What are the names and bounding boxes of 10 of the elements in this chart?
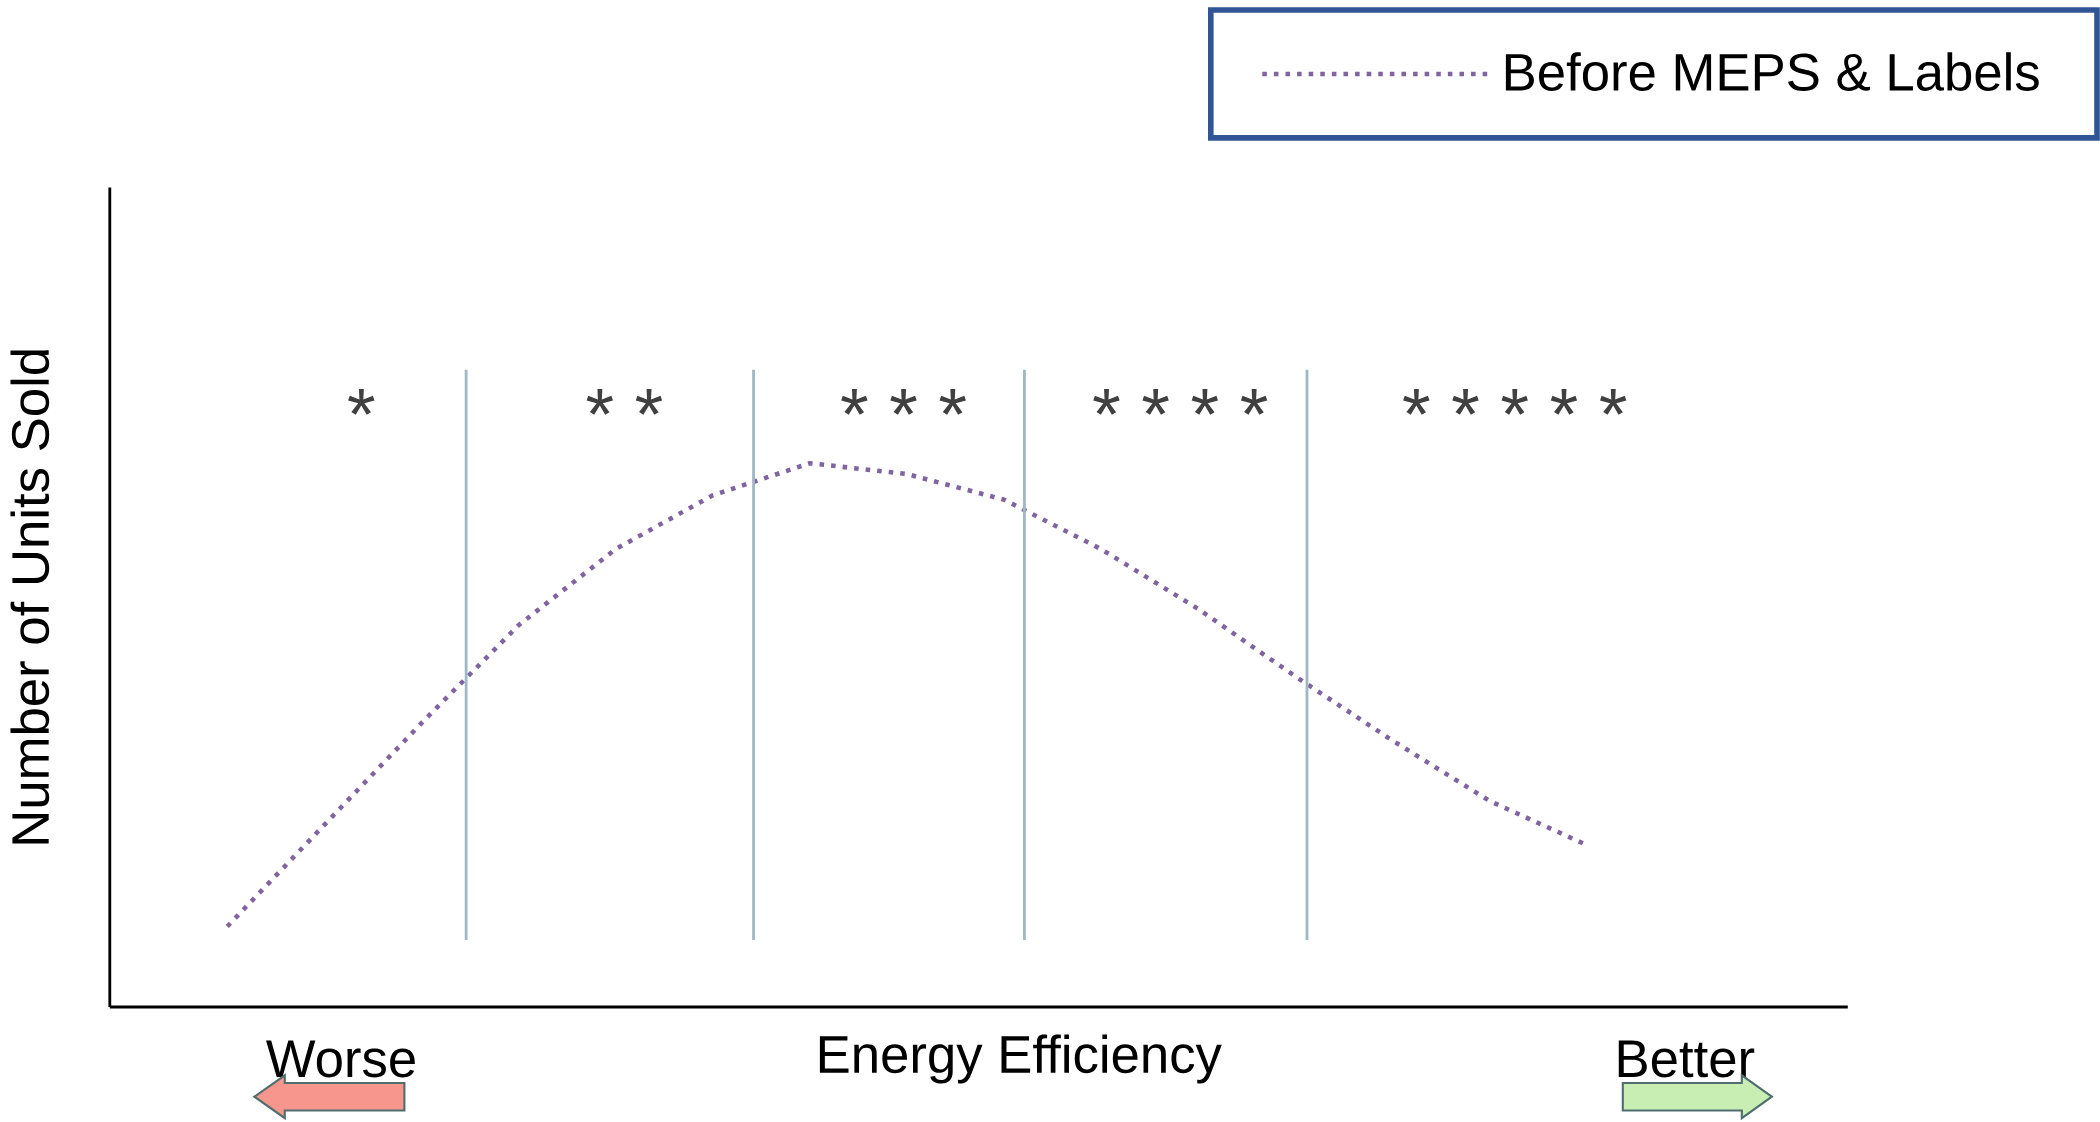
text: * * * * *	[1403, 388, 1627, 415]
text: Better	[1618, 1040, 1755, 1078]
legend-label: Before MEPS & Labels	[1505, 52, 2039, 91]
y-axis-title: Number of Units Sold	[10, 350, 50, 844]
text: * * * *	[1093, 388, 1268, 415]
text: * *	[586, 388, 663, 415]
text: * * *	[841, 388, 966, 415]
text: Worse	[266, 1040, 415, 1078]
x-axis-title: Energy Efficiency	[819, 1034, 1222, 1084]
text: *	[348, 388, 375, 415]
